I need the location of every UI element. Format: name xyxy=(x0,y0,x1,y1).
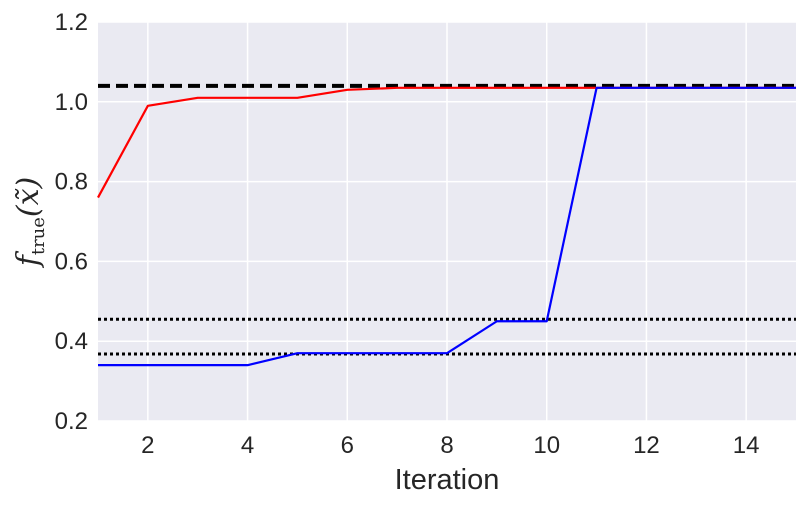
y-tick-label: 0.8 xyxy=(55,169,88,196)
x-tick-label: 10 xyxy=(533,432,560,459)
y-tick-label: 0.6 xyxy=(55,248,88,275)
y-tick-label: 1.2 xyxy=(55,9,88,36)
x-tick-label: 8 xyxy=(440,432,453,459)
y-axis-label-arg: (x̃) xyxy=(11,177,46,217)
gridlines xyxy=(98,21,796,422)
series-line-1 xyxy=(98,86,796,367)
y-tick-label: 0.2 xyxy=(55,408,88,435)
data-series xyxy=(97,86,796,367)
x-tick-labels: 2 4 6 8 10 12 14 xyxy=(141,432,759,459)
y-tick-labels: 0.2 0.4 0.6 0.8 1.0 1.2 xyxy=(55,9,88,435)
svg-text:ftrue(x̃): ftrue(x̃) xyxy=(11,177,49,269)
x-tick-label: 6 xyxy=(341,432,354,459)
y-tick-label: 1.0 xyxy=(55,89,88,116)
y-axis-label-sub: true xyxy=(28,217,49,255)
x-tick-label: 2 xyxy=(141,432,154,459)
y-tick-label: 0.4 xyxy=(55,328,88,355)
x-axis-label: Iteration xyxy=(395,464,500,496)
x-tick-label: 14 xyxy=(733,432,760,459)
y-axis-label: ftrue(x̃) xyxy=(11,177,49,269)
x-tick-label: 12 xyxy=(633,432,660,459)
x-tick-label: 4 xyxy=(241,432,254,459)
